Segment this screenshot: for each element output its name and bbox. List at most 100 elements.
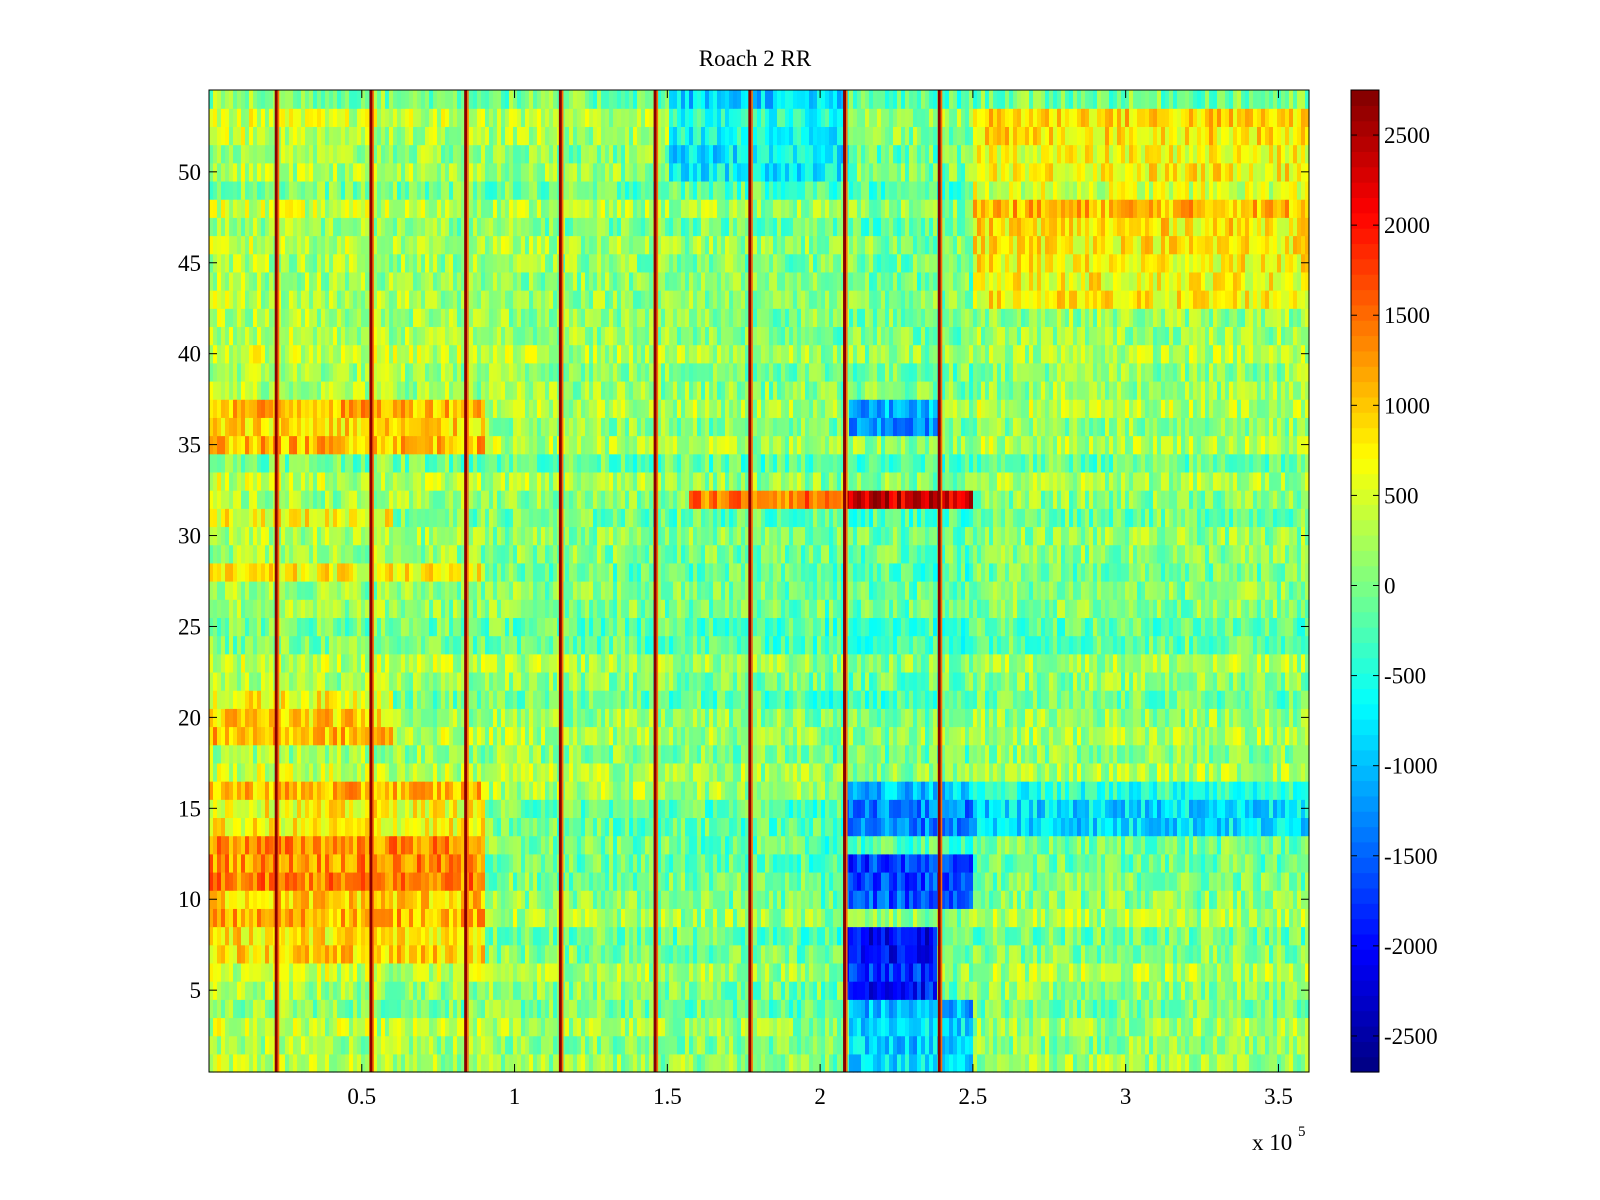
heatmap-cell bbox=[1225, 871, 1230, 891]
heatmap-cell bbox=[1221, 853, 1226, 873]
heatmap-cell bbox=[1169, 744, 1174, 764]
heatmap-cell bbox=[1169, 853, 1174, 873]
heatmap-cell bbox=[333, 799, 338, 819]
heatmap-cell bbox=[1221, 744, 1226, 764]
heatmap-cell bbox=[1193, 962, 1198, 982]
heatmap-cell bbox=[525, 781, 530, 800]
heatmap-cell bbox=[581, 926, 586, 946]
heatmap-cell bbox=[1137, 962, 1142, 982]
heatmap-cell bbox=[1093, 781, 1098, 800]
heatmap-cell bbox=[373, 799, 378, 819]
heatmap-cell bbox=[1297, 962, 1302, 982]
heatmap-cell bbox=[1097, 962, 1102, 982]
heatmap-cell bbox=[1265, 1053, 1270, 1073]
heatmap-cell bbox=[493, 799, 498, 819]
heatmap-cell bbox=[429, 999, 434, 1019]
heatmap-cell bbox=[949, 908, 954, 928]
heatmap-cell bbox=[377, 726, 382, 746]
heatmap-cell bbox=[1273, 908, 1278, 928]
heatmap-cell bbox=[569, 762, 574, 782]
heatmap-cell bbox=[657, 781, 662, 800]
heatmap-cell bbox=[1193, 908, 1198, 928]
heatmap-cell bbox=[801, 1053, 806, 1073]
heatmap-cell bbox=[1181, 799, 1186, 819]
heatmap-cell bbox=[1225, 762, 1230, 782]
heatmap-cell bbox=[809, 799, 814, 819]
heatmap-cell bbox=[1241, 1017, 1246, 1037]
heatmap-cell bbox=[601, 1017, 606, 1037]
heatmap-cell bbox=[897, 871, 902, 891]
heatmap-cell bbox=[957, 835, 962, 855]
heatmap-cell bbox=[1261, 1035, 1266, 1055]
heatmap-cell bbox=[945, 908, 950, 928]
heatmap-cell bbox=[301, 890, 306, 909]
heatmap-cell bbox=[217, 1017, 222, 1037]
heatmap-cell bbox=[513, 1035, 518, 1055]
heatmap-cell bbox=[1093, 744, 1098, 764]
heatmap-cell bbox=[345, 926, 350, 946]
heatmap-cell bbox=[985, 744, 990, 764]
heatmap-cell bbox=[393, 999, 398, 1019]
heatmap-cell bbox=[329, 853, 334, 873]
heatmap-cell bbox=[461, 817, 466, 837]
heatmap-cell bbox=[901, 999, 906, 1019]
heatmap-cell bbox=[437, 944, 442, 964]
heatmap-cell bbox=[881, 1053, 886, 1073]
heatmap-cell bbox=[241, 962, 246, 982]
heatmap-cell bbox=[1305, 853, 1310, 873]
heatmap-cell bbox=[681, 999, 686, 1019]
heatmap-cell bbox=[417, 817, 422, 837]
heatmap-cell bbox=[1025, 1017, 1030, 1037]
heatmap-cell bbox=[817, 744, 822, 764]
heatmap-cell bbox=[1289, 853, 1294, 873]
heatmap-cell bbox=[709, 853, 714, 873]
heatmap-cell bbox=[1129, 762, 1134, 782]
heatmap-cell bbox=[993, 890, 998, 909]
heatmap-cell bbox=[1233, 999, 1238, 1019]
heatmap-cell bbox=[761, 981, 766, 1000]
heatmap-cell bbox=[769, 817, 774, 837]
heatmap-cell bbox=[293, 981, 298, 1000]
heatmap-cell bbox=[1165, 853, 1170, 873]
heatmap-cell bbox=[1013, 908, 1018, 928]
heatmap-cell bbox=[553, 762, 558, 782]
heatmap-cell bbox=[1145, 781, 1150, 800]
heatmap-cell bbox=[277, 726, 282, 746]
heatmap-cell bbox=[601, 1053, 606, 1073]
heatmap-cell bbox=[689, 944, 694, 964]
heatmap-cell bbox=[1189, 853, 1194, 873]
heatmap-cell bbox=[1165, 835, 1170, 855]
heatmap-cell bbox=[1161, 908, 1166, 928]
heatmap-cell bbox=[365, 762, 370, 782]
heatmap-cell bbox=[1049, 835, 1054, 855]
heatmap-cell bbox=[1297, 1053, 1302, 1073]
heatmap-cell bbox=[553, 1053, 558, 1073]
heatmap-cell bbox=[349, 1035, 354, 1055]
heatmap-cell bbox=[437, 799, 442, 819]
heatmap-cell bbox=[1289, 1053, 1294, 1073]
heatmap-cell bbox=[565, 762, 570, 782]
heatmap-cell bbox=[373, 1017, 378, 1037]
heatmap-cell bbox=[701, 944, 706, 964]
heatmap-cell bbox=[997, 762, 1002, 782]
heatmap-cell bbox=[417, 799, 422, 819]
heatmap-cell bbox=[1221, 1035, 1226, 1055]
heatmap-cell bbox=[241, 944, 246, 964]
heatmap-cell bbox=[905, 744, 910, 764]
heatmap-cell bbox=[1049, 817, 1054, 837]
heatmap-cell bbox=[765, 1053, 770, 1073]
heatmap-cell bbox=[1229, 999, 1234, 1019]
heatmap-cell bbox=[249, 1035, 254, 1055]
heatmap-cell bbox=[1181, 1017, 1186, 1037]
heatmap-cell bbox=[1153, 799, 1158, 819]
heatmap-cell bbox=[533, 926, 538, 946]
heatmap-cell bbox=[497, 944, 502, 964]
heatmap-cell bbox=[753, 853, 758, 873]
heatmap-cell bbox=[929, 999, 934, 1019]
heatmap-cell bbox=[801, 835, 806, 855]
heatmap-cell bbox=[957, 781, 962, 800]
heatmap-cell bbox=[613, 962, 618, 982]
heatmap-cell bbox=[805, 1035, 810, 1055]
heatmap-cell bbox=[1017, 1017, 1022, 1037]
heatmap-cell bbox=[677, 781, 682, 800]
